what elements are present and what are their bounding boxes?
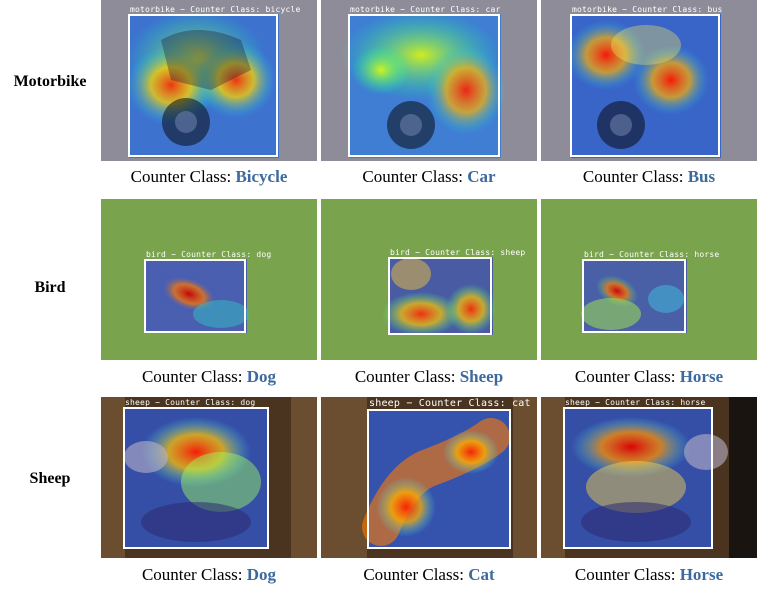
heatmap-image-sheep-cat: sheep − Counter Class: cat bbox=[321, 397, 537, 558]
heatmap-image-motorbike-bicycle: motorbike − Counter Class: bicycle bbox=[101, 0, 317, 161]
caption-sheep-dog: Counter Class: Dog bbox=[99, 565, 319, 585]
caption-class: Dog bbox=[246, 367, 277, 386]
caption-bird-sheep: Counter Class: Sheep bbox=[319, 367, 539, 387]
bounding-box: bird − Counter Class: horse bbox=[582, 250, 719, 333]
heatmap-image-sheep-dog: sheep − Counter Class: dog bbox=[101, 397, 317, 558]
caption-prefix: Counter Class: bbox=[362, 167, 468, 186]
caption-class: Dog bbox=[246, 565, 277, 584]
caption-class: Bicycle bbox=[235, 167, 288, 186]
overlay-label: sheep − Counter Class: cat bbox=[369, 398, 531, 409]
caption-bird-horse: Counter Class: Horse bbox=[539, 367, 757, 387]
heatmap-image-motorbike-bus: motorbike − Counter Class: bus bbox=[541, 0, 757, 161]
caption-class: Bus bbox=[687, 167, 716, 186]
caption-prefix: Counter Class: bbox=[363, 565, 469, 584]
heatmap-image-bird-horse: bird − Counter Class: horse bbox=[541, 199, 757, 360]
bounding-box: motorbike − Counter Class: car bbox=[348, 5, 500, 157]
row-label-sheep: Sheep bbox=[29, 470, 71, 487]
bounding-box: sheep − Counter Class: horse bbox=[563, 398, 713, 549]
caption-class: Horse bbox=[679, 367, 724, 386]
caption-class: Sheep bbox=[459, 367, 504, 386]
caption-prefix: Counter Class: bbox=[141, 367, 247, 386]
bounding-box: sheep − Counter Class: cat bbox=[367, 398, 531, 549]
bounding-box: sheep − Counter Class: dog bbox=[123, 398, 269, 549]
caption-prefix: Counter Class: bbox=[574, 367, 680, 386]
caption-prefix: Counter Class: bbox=[582, 167, 688, 186]
row-label-bird: Bird bbox=[34, 279, 66, 296]
caption-bird-dog: Counter Class: Dog bbox=[99, 367, 319, 387]
overlay-label: motorbike − Counter Class: car bbox=[350, 5, 501, 14]
caption-prefix: Counter Class: bbox=[141, 565, 247, 584]
bounding-box: bird − Counter Class: dog bbox=[144, 250, 271, 333]
caption-class: Car bbox=[467, 167, 496, 186]
caption-class: Cat bbox=[468, 565, 495, 584]
caption-motorbike-car: Counter Class: Car bbox=[319, 167, 539, 187]
heatmap-image-bird-dog: bird − Counter Class: dog bbox=[101, 199, 317, 360]
overlay-label: motorbike − Counter Class: bus bbox=[572, 5, 723, 14]
overlay-label: bird − Counter Class: horse bbox=[584, 250, 720, 259]
heatmap-image-sheep-horse: sheep − Counter Class: horse bbox=[541, 397, 757, 558]
caption-motorbike-bus: Counter Class: Bus bbox=[539, 167, 757, 187]
caption-prefix: Counter Class: bbox=[574, 565, 680, 584]
caption-class: Horse bbox=[679, 565, 724, 584]
caption-prefix: Counter Class: bbox=[130, 167, 236, 186]
bounding-box: motorbike − Counter Class: bus bbox=[570, 5, 722, 157]
caption-motorbike-bicycle: Counter Class: Bicycle bbox=[99, 167, 319, 187]
overlay-label: sheep − Counter Class: dog bbox=[125, 398, 256, 407]
overlay-label: motorbike − Counter Class: bicycle bbox=[130, 5, 301, 14]
heatmap-image-motorbike-car: motorbike − Counter Class: car bbox=[321, 0, 537, 161]
heatmap-image-bird-sheep: bird − Counter Class: sheep bbox=[321, 199, 537, 360]
caption-sheep-horse: Counter Class: Horse bbox=[539, 565, 757, 585]
overlay-label: sheep − Counter Class: horse bbox=[565, 398, 706, 407]
caption-prefix: Counter Class: bbox=[354, 367, 460, 386]
caption-sheep-cat: Counter Class: Cat bbox=[319, 565, 539, 585]
overlay-label: bird − Counter Class: dog bbox=[146, 250, 272, 259]
row-label-motorbike: Motorbike bbox=[13, 73, 87, 90]
bounding-box: bird − Counter Class: sheep bbox=[388, 248, 525, 335]
bounding-box: motorbike − Counter Class: bicycle bbox=[128, 5, 300, 157]
overlay-label: bird − Counter Class: sheep bbox=[390, 248, 526, 257]
